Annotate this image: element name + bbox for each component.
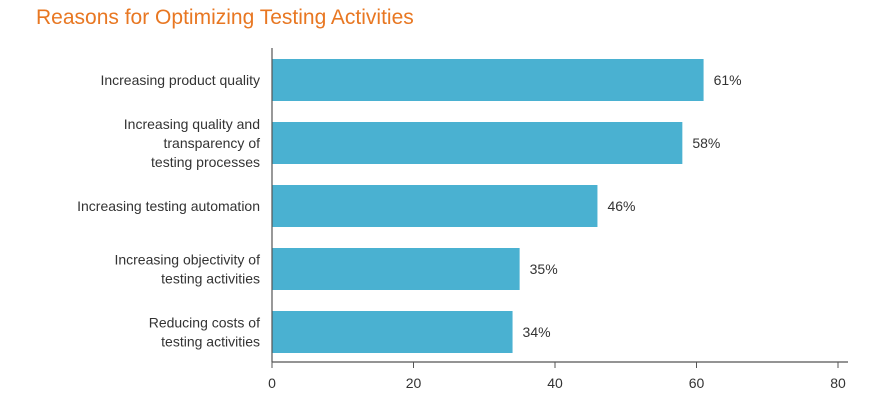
category-label-line: Increasing testing automation xyxy=(77,198,260,214)
category-label: Increasing testing automation xyxy=(77,198,260,214)
category-label-line: Increasing product quality xyxy=(100,72,260,88)
category-label-line: testing activities xyxy=(161,334,260,350)
data-label: 34% xyxy=(523,324,551,340)
category-label-line: Reducing costs of xyxy=(149,315,260,331)
data-label: 58% xyxy=(692,135,720,151)
x-tick-label: 0 xyxy=(268,375,276,391)
bar xyxy=(272,311,513,353)
data-label: 35% xyxy=(530,261,558,277)
category-label-line: testing activities xyxy=(161,271,260,287)
category-label-line: Increasing quality and xyxy=(124,116,260,132)
category-label: Increasing product quality xyxy=(100,72,260,88)
bar xyxy=(272,122,683,164)
category-label: Reducing costs of testing activities xyxy=(149,315,260,350)
data-label: 46% xyxy=(607,198,635,214)
chart-title: Reasons for Optimizing Testing Activitie… xyxy=(36,6,414,29)
category-label-line: Increasing objectivity of xyxy=(114,252,260,268)
bar xyxy=(272,185,598,227)
category-label-line: testing processes xyxy=(151,154,260,170)
category-label-line: transparency of xyxy=(164,135,261,151)
x-tick-label: 60 xyxy=(689,375,705,391)
data-label: 61% xyxy=(714,72,742,88)
category-label: Increasing quality and transparency of tes… xyxy=(124,116,260,170)
x-tick-label: 80 xyxy=(830,375,846,391)
category-label: Increasing objectivity of testing activit… xyxy=(114,252,260,287)
bar xyxy=(272,59,704,101)
bar xyxy=(272,248,520,290)
x-tick-label: 40 xyxy=(547,375,563,391)
x-tick-label: 20 xyxy=(406,375,422,391)
